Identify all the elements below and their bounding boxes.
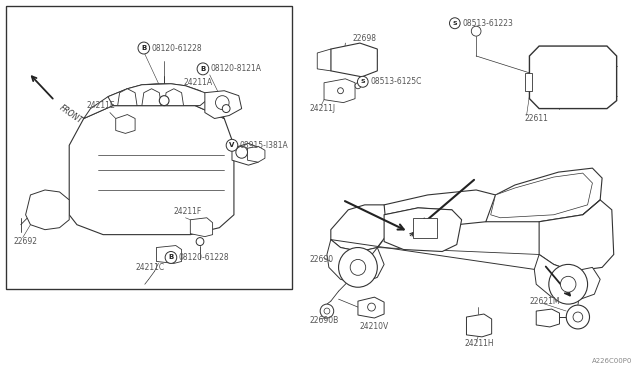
- Text: 24211E: 24211E: [86, 101, 115, 110]
- Polygon shape: [486, 168, 602, 222]
- Text: 08120-61228: 08120-61228: [179, 253, 229, 262]
- Circle shape: [216, 96, 229, 110]
- Bar: [6, 6, 292, 289]
- Bar: [413, 218, 437, 238]
- Circle shape: [566, 305, 589, 329]
- Text: 08120-61228: 08120-61228: [152, 44, 202, 52]
- Polygon shape: [331, 43, 378, 77]
- Text: B: B: [168, 254, 173, 260]
- Circle shape: [165, 251, 177, 263]
- Bar: [6, 6, 292, 289]
- Circle shape: [197, 63, 209, 75]
- Polygon shape: [190, 218, 212, 237]
- Circle shape: [222, 105, 230, 113]
- Text: B: B: [141, 45, 147, 51]
- Polygon shape: [248, 146, 265, 162]
- Circle shape: [471, 26, 481, 36]
- Circle shape: [236, 146, 248, 158]
- Polygon shape: [331, 205, 389, 251]
- Text: B: B: [200, 66, 205, 72]
- Text: 24210V: 24210V: [360, 323, 389, 331]
- Polygon shape: [539, 200, 614, 271]
- Polygon shape: [534, 254, 600, 301]
- Polygon shape: [69, 106, 234, 235]
- Text: 08513-61223: 08513-61223: [463, 19, 513, 28]
- Polygon shape: [467, 314, 492, 337]
- Polygon shape: [536, 309, 559, 327]
- Text: 08120-8121A: 08120-8121A: [211, 64, 262, 73]
- Polygon shape: [84, 84, 224, 119]
- Text: 22690B: 22690B: [310, 317, 339, 326]
- Polygon shape: [384, 190, 500, 235]
- Polygon shape: [327, 240, 384, 284]
- Circle shape: [339, 247, 378, 287]
- Text: FRONT: FRONT: [58, 104, 84, 126]
- Circle shape: [358, 76, 368, 87]
- Polygon shape: [232, 143, 258, 165]
- Bar: [525, 73, 532, 91]
- Circle shape: [350, 259, 365, 275]
- Circle shape: [337, 88, 344, 94]
- Text: V: V: [229, 142, 235, 148]
- Polygon shape: [116, 115, 135, 134]
- Text: 24211J: 24211J: [310, 104, 335, 113]
- Polygon shape: [529, 46, 617, 109]
- Polygon shape: [317, 49, 331, 71]
- Text: S: S: [452, 21, 457, 26]
- Polygon shape: [491, 173, 593, 218]
- Polygon shape: [384, 208, 461, 251]
- Circle shape: [320, 304, 333, 318]
- Polygon shape: [205, 91, 242, 119]
- Circle shape: [561, 276, 576, 292]
- Text: 22611: 22611: [525, 114, 548, 123]
- Circle shape: [159, 96, 169, 106]
- Polygon shape: [156, 246, 182, 263]
- Circle shape: [449, 18, 460, 29]
- Text: 24211H: 24211H: [465, 339, 494, 348]
- Circle shape: [196, 238, 204, 246]
- Circle shape: [324, 308, 330, 314]
- Polygon shape: [324, 79, 355, 103]
- Text: 24211A: 24211A: [184, 78, 212, 87]
- Circle shape: [355, 83, 361, 89]
- Polygon shape: [164, 89, 184, 106]
- Circle shape: [549, 264, 588, 304]
- Text: 22621M: 22621M: [529, 296, 560, 306]
- Polygon shape: [108, 84, 210, 106]
- Text: 22698: 22698: [352, 33, 376, 43]
- Text: 22692: 22692: [13, 237, 37, 246]
- Text: A226C00P0: A226C00P0: [593, 358, 633, 364]
- Polygon shape: [118, 89, 137, 106]
- Text: 08513-6125C: 08513-6125C: [371, 77, 422, 86]
- Text: 24211F: 24211F: [174, 207, 202, 216]
- Text: 22690: 22690: [310, 255, 333, 264]
- Text: S: S: [360, 79, 365, 84]
- Polygon shape: [142, 89, 161, 106]
- Circle shape: [138, 42, 150, 54]
- Circle shape: [226, 140, 238, 151]
- Circle shape: [573, 312, 583, 322]
- Text: 08915-I381A: 08915-I381A: [240, 141, 289, 150]
- Polygon shape: [26, 190, 69, 230]
- Circle shape: [367, 303, 376, 311]
- Text: 24211C: 24211C: [135, 263, 164, 272]
- Polygon shape: [358, 297, 384, 318]
